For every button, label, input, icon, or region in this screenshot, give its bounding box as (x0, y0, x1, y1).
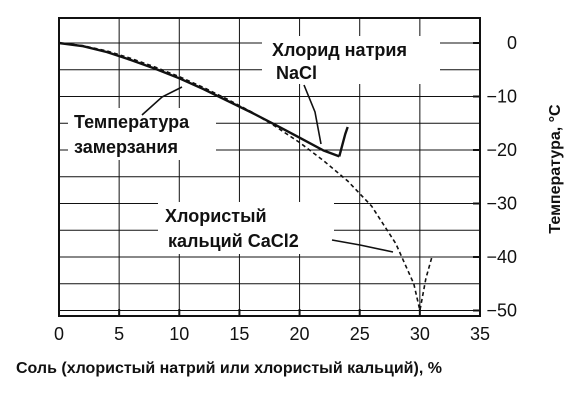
annotation-cacl2-line1: Хлористый (165, 206, 267, 226)
y-tick-label: −10 (486, 87, 517, 107)
x-axis-label: Соль (хлористый натрий или хлористый кал… (16, 360, 442, 377)
y-tick-label: −50 (486, 301, 517, 321)
annotation-backdrop (68, 108, 216, 160)
annotation-nacl-line2: NaCl (276, 63, 317, 83)
data-series (58, 41, 433, 311)
annotation-cacl2-line2: кальций CaCl2 (168, 231, 299, 251)
series-nacl-eutectic (338, 126, 349, 157)
leader-cacl2 (331, 239, 394, 253)
x-tick-label: 15 (229, 324, 249, 344)
x-tick-label: 20 (290, 324, 310, 344)
annotation-freezing-line1: Температура (74, 112, 190, 132)
y-tick-label: 0 (507, 33, 517, 53)
annotation-backdrop (262, 36, 440, 84)
x-tick-label: 30 (410, 324, 430, 344)
x-tick-label: 35 (470, 324, 490, 344)
y-tick-label: −30 (486, 194, 517, 214)
annotation-freezing-line2: замерзания (74, 137, 178, 157)
leader-freezing (141, 86, 183, 116)
annotation-nacl-line1: Хлорид натрия (272, 40, 407, 60)
y-tick-label: −40 (486, 247, 517, 267)
annotation-backdrop (158, 202, 334, 254)
annotation-leaders (141, 84, 394, 253)
series-cacl2 (58, 42, 433, 311)
plot-frame (58, 17, 481, 317)
leader-nacl (303, 84, 322, 145)
x-tick-label: 10 (169, 324, 189, 344)
series-nacl (58, 41, 340, 158)
y-tick-label: −20 (486, 140, 517, 160)
x-tick-label: 25 (350, 324, 370, 344)
x-tick-label: 0 (54, 324, 64, 344)
axis-ticks: 0 5 10 15 20 25 30 35 0 −10 −20 −30 −40 −50 (54, 33, 517, 344)
y-axis-label: Температура, °С (547, 104, 564, 234)
grid (59, 18, 480, 316)
x-tick-label: 5 (114, 324, 124, 344)
